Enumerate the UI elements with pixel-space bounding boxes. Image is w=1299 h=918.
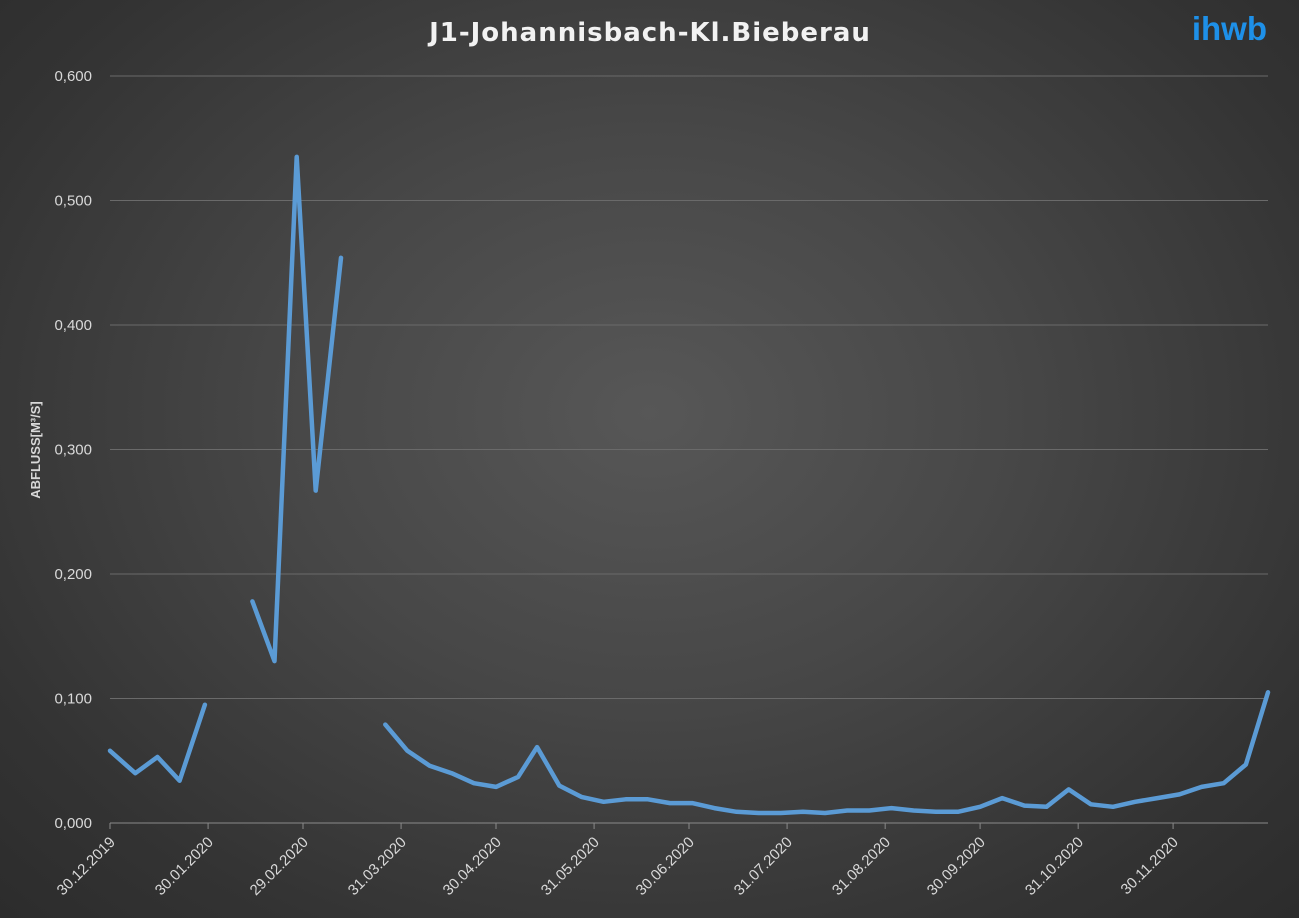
y-tick-label: 0,000	[54, 815, 92, 832]
x-tick-label: 30.12.2019	[54, 834, 119, 899]
y-tick-label: 0,500	[54, 193, 92, 210]
y-tick-label: 0,400	[54, 317, 92, 334]
chart-title: J1-Johannisbach-Kl.Bieberau	[427, 18, 871, 48]
x-tick-label: 31.07.2020	[731, 834, 796, 899]
y-tick-label: 0,600	[54, 68, 92, 85]
y-tick-label: 0,100	[54, 691, 92, 708]
x-tick-label: 30.04.2020	[440, 834, 505, 899]
x-tick-label: 30.01.2020	[152, 834, 217, 899]
x-axis-ticks: 30.12.2019 30.01.2020 29.02.2020 31.03.2020…	[54, 823, 1182, 899]
x-tick-label: 30.09.2020	[924, 834, 989, 899]
x-tick-label: 29.02.2020	[247, 834, 312, 899]
x-tick-label: 31.05.2020	[538, 834, 603, 899]
x-tick-label: 31.03.2020	[345, 834, 410, 899]
series-line-segment	[107, 702, 208, 783]
brand-logo: ihwb	[1192, 10, 1267, 47]
x-tick-label: 30.06.2020	[633, 834, 698, 899]
x-tick-label: 31.10.2020	[1022, 834, 1087, 899]
y-axis-ticks: 0,000 0,100 0,200 0,300 0,400 0,500 0,600	[54, 68, 92, 832]
series-layer	[107, 154, 1271, 816]
x-tick-label: 30.11.2020	[1118, 834, 1182, 898]
y-tick-label: 0,200	[54, 566, 92, 583]
y-tick-label: 0,300	[54, 442, 92, 459]
x-tick-label: 31.08.2020	[829, 834, 894, 899]
series-line-segment	[250, 154, 344, 664]
series-line-segment	[383, 690, 1271, 816]
gridlines	[110, 75, 1268, 699]
y-axis-label: ABFLUSS[M³/S]	[28, 401, 43, 499]
